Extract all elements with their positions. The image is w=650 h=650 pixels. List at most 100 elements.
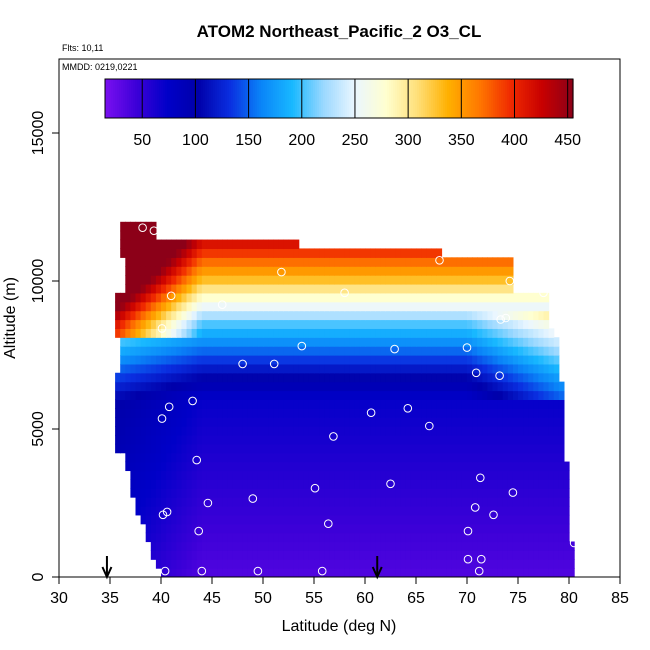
heatmap-cell [176, 257, 182, 267]
heatmap-cell [227, 266, 233, 276]
heatmap-cell [196, 426, 203, 436]
heatmap-cell [237, 372, 244, 383]
heatmap-cell [436, 346, 443, 356]
colorbar-tick-label: 250 [342, 132, 369, 149]
heatmap-cell [212, 443, 218, 454]
heatmap-cell [354, 301, 361, 312]
heatmap-cell [186, 461, 193, 472]
heatmap-cell [344, 461, 351, 472]
heatmap-cell [370, 417, 376, 427]
heatmap-cell [150, 497, 157, 507]
heatmap-cell [298, 461, 305, 472]
heatmap-cell [436, 417, 443, 427]
heatmap-cell [314, 381, 320, 392]
heatmap-cell [477, 292, 483, 303]
heatmap-cell [390, 266, 397, 276]
heatmap-cell [339, 434, 346, 445]
heatmap-cell [446, 514, 453, 525]
heatmap-cell [518, 337, 524, 347]
heatmap-cell [120, 443, 126, 454]
heatmap-cell [237, 443, 244, 454]
heatmap-cell [497, 568, 504, 577]
heatmap-cell [451, 275, 458, 285]
heatmap-cell [257, 275, 264, 285]
heatmap-cell [507, 390, 514, 400]
heatmap-cell [196, 301, 203, 312]
heatmap-cell [186, 568, 193, 577]
heatmap-cell [288, 514, 295, 525]
heatmap-cell [467, 275, 473, 285]
heatmap-cell [237, 257, 244, 267]
colorbar-segment [207, 79, 210, 118]
heatmap-cell [191, 319, 198, 329]
heatmap-cell [405, 497, 412, 507]
heatmap-cell [120, 292, 126, 303]
heatmap-cell [339, 372, 346, 383]
heatmap-cell [344, 390, 351, 400]
heatmap-cell [354, 532, 361, 543]
sample-points [103, 223, 579, 576]
heatmap-cell [308, 337, 315, 347]
heatmap-cell [548, 434, 555, 445]
heatmap-cell [227, 372, 233, 383]
heatmap-cell [334, 417, 341, 427]
heatmap-cell [359, 266, 366, 276]
heatmap-cell [339, 479, 346, 489]
heatmap-cell [507, 328, 514, 338]
heatmap-cell [441, 541, 448, 551]
heatmap-cell [400, 550, 407, 560]
heatmap-cell [395, 461, 402, 472]
heatmap-cell [538, 532, 545, 543]
heatmap-cell [319, 275, 325, 285]
heatmap-cell [155, 292, 162, 303]
heatmap-cell [298, 479, 305, 489]
heatmap-cell [416, 559, 422, 569]
heatmap-cell [303, 275, 310, 285]
colorbar-segment [391, 79, 394, 118]
heatmap-cell [206, 355, 213, 365]
heatmap-cell [232, 505, 239, 516]
heatmap-cell [232, 301, 239, 312]
heatmap-cell [451, 550, 458, 560]
heatmap-cell [196, 381, 203, 392]
heatmap-cell [222, 426, 228, 436]
heatmap-cell [314, 568, 320, 577]
heatmap-cell [365, 452, 371, 463]
heatmap-cell [257, 434, 264, 445]
heatmap-cell [512, 497, 519, 507]
heatmap-cell [507, 505, 514, 516]
heatmap-cell [467, 443, 473, 454]
heatmap-cell [217, 523, 223, 534]
heatmap-cell [380, 505, 386, 516]
heatmap-cell [390, 390, 397, 400]
heatmap-cell [150, 408, 157, 418]
heatmap-cell [385, 568, 392, 577]
colorbar-segment [205, 79, 208, 118]
heatmap-cell [257, 381, 264, 392]
heatmap-cell [222, 541, 228, 551]
heatmap-cell [212, 372, 218, 383]
heatmap-cell [150, 488, 157, 498]
colorbar-segment [185, 79, 188, 118]
heatmap-cell [548, 568, 555, 577]
heatmap-cell [380, 532, 386, 543]
heatmap-cell [232, 417, 239, 427]
colorbar-segment [445, 79, 448, 118]
heatmap-cell [191, 328, 198, 338]
heatmap-cell [268, 461, 274, 472]
heatmap-cell [354, 470, 361, 480]
heatmap-cell [324, 381, 330, 392]
heatmap-cell [400, 488, 407, 498]
heatmap-cell [543, 505, 550, 516]
heatmap-cell [329, 283, 335, 294]
heatmap-cell [344, 319, 351, 329]
heatmap-cell [426, 301, 432, 312]
colorbar-segment [395, 79, 398, 118]
heatmap-cell [324, 408, 330, 418]
heatmap-cell [482, 399, 488, 409]
heatmap-cell [217, 417, 223, 427]
heatmap-cell [308, 363, 315, 374]
heatmap-cell [293, 363, 300, 374]
heatmap-cell [533, 426, 539, 436]
heatmap-cell [319, 319, 325, 329]
